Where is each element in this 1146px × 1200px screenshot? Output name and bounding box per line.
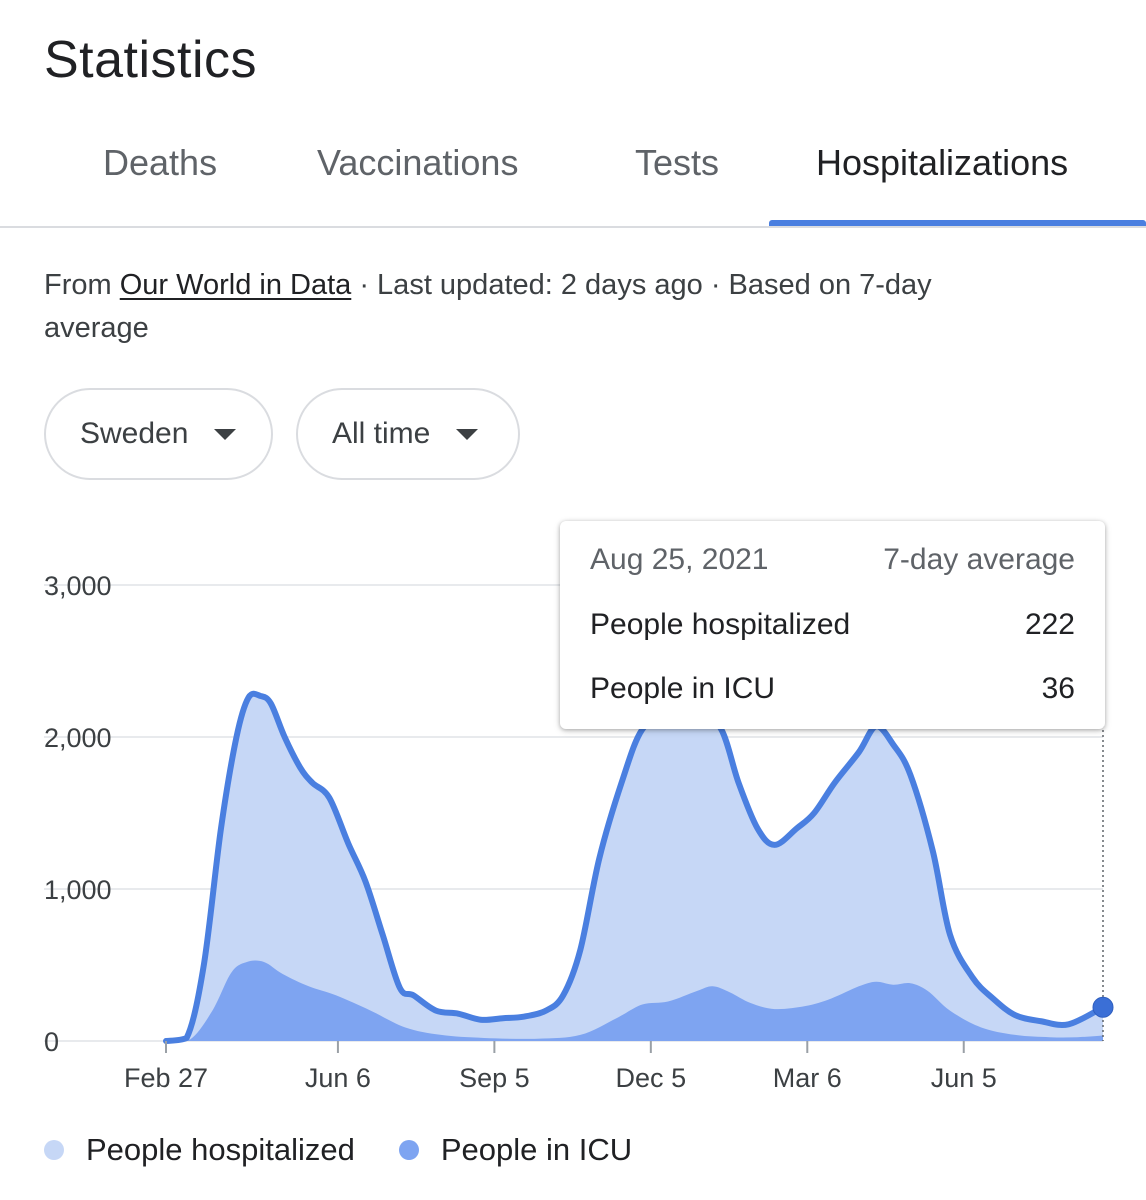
tab-hospitalizations[interactable]: Hospitalizations xyxy=(816,142,1069,183)
x-tick-label: Sep 5 xyxy=(459,1063,530,1093)
y-tick-label: 2,000 xyxy=(44,723,112,753)
time-range-value: All time xyxy=(332,417,431,450)
chart-legend: People hospitalized People in ICU xyxy=(44,1132,676,1168)
y-tick-label: 3,000 xyxy=(44,571,112,601)
x-tick-label: Feb 27 xyxy=(124,1063,208,1093)
legend-swatch-hospitalized xyxy=(44,1140,64,1160)
legend-swatch-icu xyxy=(398,1140,419,1160)
legend-item-hospitalized[interactable]: People hospitalized xyxy=(44,1132,355,1168)
tabs-divider xyxy=(0,226,1146,228)
country-value: Sweden xyxy=(80,417,189,450)
x-tick-label: Jun 5 xyxy=(931,1063,997,1093)
y-tick-label: 0 xyxy=(44,1027,59,1057)
source-suffix: · Last updated: 2 days ago · Based on 7-… xyxy=(44,269,932,344)
source-link[interactable]: Our World in Data xyxy=(119,269,352,301)
chart-tooltip: Aug 25, 2021 7-day average People hospit… xyxy=(560,521,1105,729)
tooltip-hospitalized-label: People hospitalized xyxy=(590,608,851,641)
chevron-down-icon xyxy=(214,428,237,440)
legend-item-icu[interactable]: People in ICU xyxy=(398,1132,633,1168)
series-area-hospitalized xyxy=(166,693,1103,1041)
x-tick-label: Mar 6 xyxy=(773,1063,842,1093)
chevron-down-icon xyxy=(456,428,479,440)
tab-tests[interactable]: Tests xyxy=(635,142,720,183)
axis-layer: 0 1,000 2,000 3,000 Feb 27 Jun 6 Sep 5 Dec 5 Mar… xyxy=(44,571,997,1093)
tab-vaccinations[interactable]: Vaccinations xyxy=(317,142,519,183)
legend-label-icu: People in ICU xyxy=(440,1132,633,1167)
tooltip-icu-value: 36 xyxy=(1041,672,1075,705)
tooltip-hospitalized-value: 222 xyxy=(1024,608,1075,641)
x-tick-label: Dec 5 xyxy=(616,1063,687,1093)
hover-point xyxy=(1092,996,1114,1018)
active-tab-indicator xyxy=(769,220,1146,226)
x-tick-label: Jun 6 xyxy=(305,1063,371,1093)
time-range-dropdown[interactable]: All time xyxy=(296,388,520,480)
series-line-hospitalized xyxy=(163,690,1106,1044)
source-line: From Our World in Data · Last updated: 2… xyxy=(44,264,1044,350)
page-title: Statistics xyxy=(44,31,258,89)
tooltip-date: Aug 25, 2021 xyxy=(590,543,769,576)
series-area-icu xyxy=(166,960,1103,1041)
area-layer xyxy=(163,690,1106,1044)
source-prefix: From xyxy=(44,269,112,301)
tab-bar: Deaths Vaccinations Tests Hospitalizatio… xyxy=(0,120,1146,228)
legend-label-hospitalized: People hospitalized xyxy=(86,1132,355,1167)
tooltip-header: 7-day average xyxy=(883,543,1075,576)
tooltip-icu-label: People in ICU xyxy=(590,672,776,705)
country-dropdown[interactable]: Sweden xyxy=(44,388,273,480)
tab-deaths[interactable]: Deaths xyxy=(103,142,218,183)
y-tick-label: 1,000 xyxy=(44,875,112,905)
